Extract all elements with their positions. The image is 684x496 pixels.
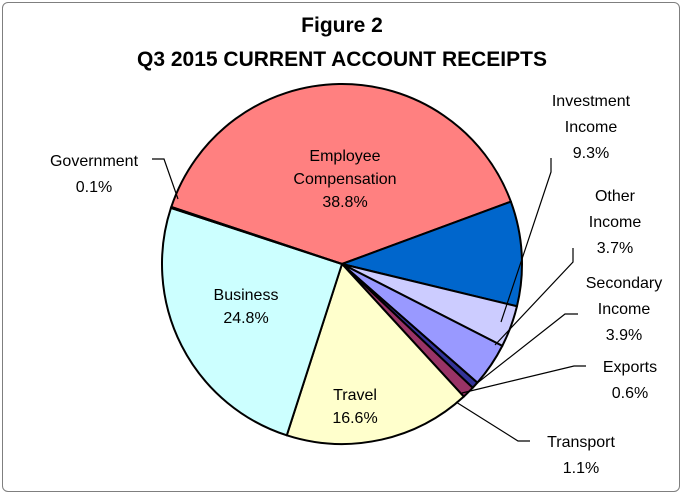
slice-label-travel: Travel 16.6% xyxy=(332,387,377,427)
slice-label-investment-income: Investment Income 9.3% xyxy=(552,93,631,162)
chart-subtitle: Q3 2015 CURRENT ACCOUNT RECEIPTS xyxy=(137,48,547,71)
slice-label-employee-compensation: Employee Compensation 38.8% xyxy=(293,148,396,211)
slice-label-transport: Transport 1.1% xyxy=(547,434,615,477)
leader-line-other-income xyxy=(494,248,574,346)
slice-label-business: Business 24.8% xyxy=(214,287,279,327)
slice-label-exports: Exports 0.6% xyxy=(603,359,657,402)
leader-line-exports xyxy=(461,365,586,394)
leader-line-secondary-income xyxy=(475,313,578,385)
pie-slice-business xyxy=(161,206,343,437)
leader-line-investment-income xyxy=(500,158,552,323)
chart-title: Figure 2 xyxy=(301,14,383,37)
pie-slice-travel xyxy=(285,263,465,445)
leader-line-government xyxy=(152,158,179,200)
slice-label-other-income: Other Income 3.7% xyxy=(589,188,642,257)
leader-line-transport xyxy=(455,401,530,442)
pie-slice-government xyxy=(169,205,343,265)
pie-slice-investment-income xyxy=(341,200,523,308)
slice-label-secondary-income: Secondary Income 3.9% xyxy=(586,275,663,344)
slice-label-government: Government 0.1% xyxy=(50,153,139,196)
pie-slice-employee-compensation xyxy=(170,83,512,265)
